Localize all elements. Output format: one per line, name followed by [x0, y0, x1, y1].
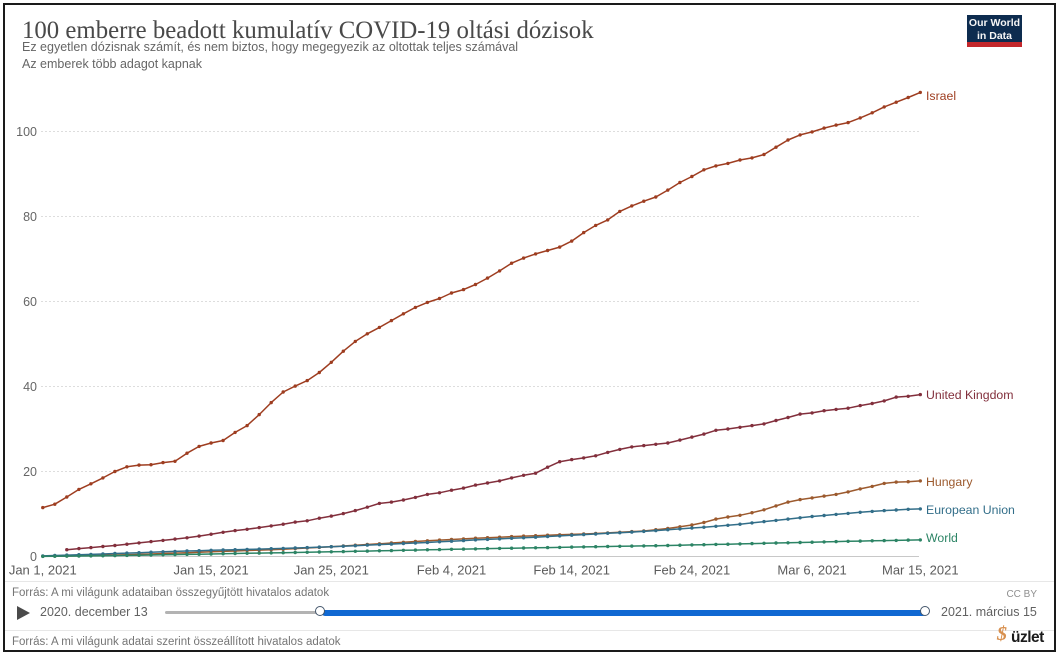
svg-text:Jan 1, 2021: Jan 1, 2021 — [9, 563, 77, 578]
svg-text:Mar 15, 2021: Mar 15, 2021 — [882, 563, 959, 578]
svg-text:European Union: European Union — [926, 503, 1015, 517]
svg-text:Hungary: Hungary — [926, 475, 973, 489]
svg-text:Israel: Israel — [926, 89, 956, 103]
svg-text:Jan 25, 2021: Jan 25, 2021 — [294, 563, 369, 578]
svg-text:World: World — [926, 531, 958, 545]
svg-text:Jan 15, 2021: Jan 15, 2021 — [174, 563, 249, 578]
svg-text:80: 80 — [23, 210, 37, 224]
svg-text:20: 20 — [23, 465, 37, 479]
svg-text:Feb 14, 2021: Feb 14, 2021 — [533, 563, 610, 578]
svg-text:Feb 24, 2021: Feb 24, 2021 — [654, 563, 731, 578]
svg-text:40: 40 — [23, 380, 37, 394]
svg-text:Feb 4, 2021: Feb 4, 2021 — [417, 563, 486, 578]
svg-text:60: 60 — [23, 295, 37, 309]
svg-text:Mar 6, 2021: Mar 6, 2021 — [777, 563, 846, 578]
svg-text:100: 100 — [16, 125, 37, 139]
svg-text:0: 0 — [30, 550, 37, 564]
svg-text:United Kingdom: United Kingdom — [926, 388, 1014, 402]
